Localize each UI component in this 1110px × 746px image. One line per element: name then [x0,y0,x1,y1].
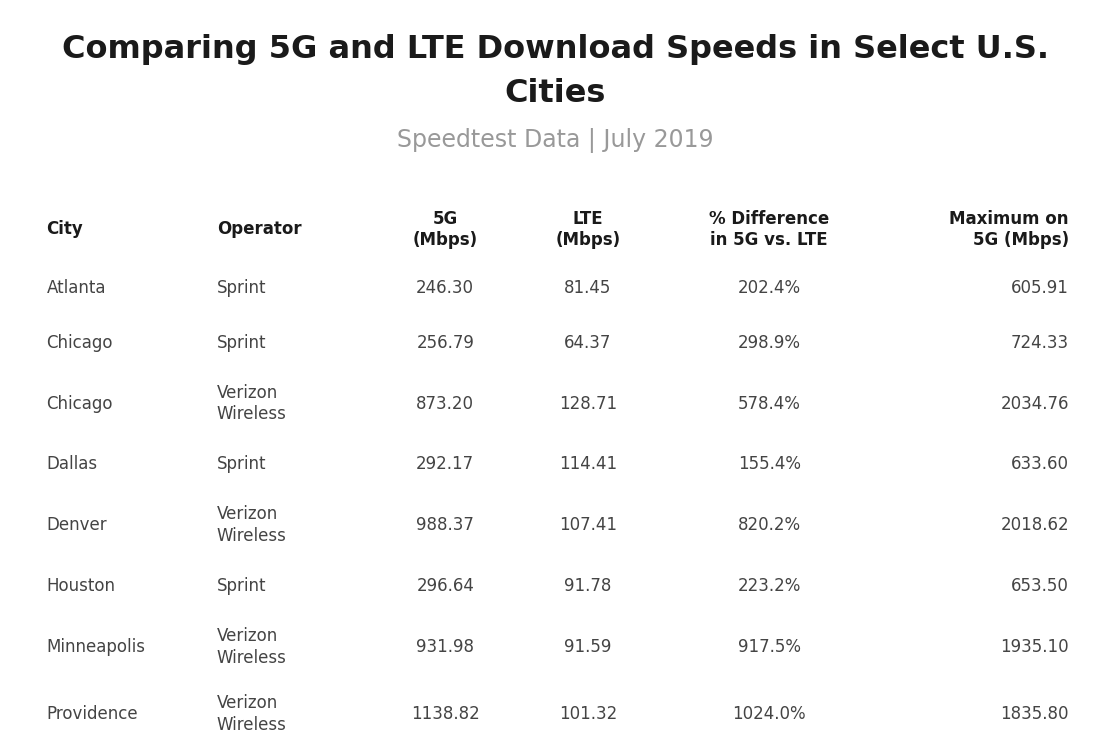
Text: 81.45: 81.45 [564,279,612,298]
Text: Chicago: Chicago [47,333,113,352]
Text: Verizon
Wireless: Verizon Wireless [216,627,286,666]
Text: 256.79: 256.79 [416,333,474,352]
Text: 578.4%: 578.4% [738,395,800,413]
Text: Verizon
Wireless: Verizon Wireless [216,384,286,423]
Text: 114.41: 114.41 [559,455,617,474]
Text: 91.78: 91.78 [564,577,612,595]
Text: Sprint: Sprint [216,455,266,474]
Text: 246.30: 246.30 [416,279,474,298]
Text: Maximum on
5G (Mbps): Maximum on 5G (Mbps) [949,210,1069,249]
Text: 820.2%: 820.2% [738,516,800,534]
Text: Verizon
Wireless: Verizon Wireless [216,695,286,733]
Text: Chicago: Chicago [47,395,113,413]
Text: 633.60: 633.60 [1011,455,1069,474]
Text: Atlanta: Atlanta [47,279,107,298]
Text: 1024.0%: 1024.0% [733,705,806,723]
Text: LTE
(Mbps): LTE (Mbps) [555,210,620,249]
Text: 653.50: 653.50 [1011,577,1069,595]
Text: Sprint: Sprint [216,279,266,298]
Text: Providence: Providence [47,705,139,723]
Text: 107.41: 107.41 [559,516,617,534]
Text: 292.17: 292.17 [416,455,474,474]
Text: Cities: Cities [504,78,606,110]
Text: 1835.80: 1835.80 [1000,705,1069,723]
Text: Operator: Operator [216,220,302,239]
Text: 296.64: 296.64 [416,577,474,595]
Text: 1935.10: 1935.10 [1000,638,1069,656]
Text: 724.33: 724.33 [1011,333,1069,352]
Text: % Difference
in 5G vs. LTE: % Difference in 5G vs. LTE [709,210,829,249]
Text: 2018.62: 2018.62 [1000,516,1069,534]
Text: 155.4%: 155.4% [738,455,800,474]
Text: 1138.82: 1138.82 [411,705,480,723]
Text: Comparing 5G and LTE Download Speeds in Select U.S.: Comparing 5G and LTE Download Speeds in … [61,34,1049,65]
Text: 917.5%: 917.5% [738,638,800,656]
Text: Verizon
Wireless: Verizon Wireless [216,506,286,545]
Text: 298.9%: 298.9% [738,333,800,352]
Text: 5G
(Mbps): 5G (Mbps) [413,210,477,249]
Text: 873.20: 873.20 [416,395,474,413]
Text: Dallas: Dallas [47,455,98,474]
Text: 988.37: 988.37 [416,516,474,534]
Text: Speedtest Data | July 2019: Speedtest Data | July 2019 [396,128,714,154]
Text: Sprint: Sprint [216,333,266,352]
Text: Sprint: Sprint [216,577,266,595]
Text: 91.59: 91.59 [564,638,612,656]
Text: 223.2%: 223.2% [737,577,801,595]
Text: Minneapolis: Minneapolis [47,638,145,656]
Text: City: City [47,220,83,239]
Text: 101.32: 101.32 [558,705,617,723]
Text: 128.71: 128.71 [559,395,617,413]
Text: Denver: Denver [47,516,108,534]
Text: 2034.76: 2034.76 [1000,395,1069,413]
Text: 605.91: 605.91 [1011,279,1069,298]
Text: 202.4%: 202.4% [738,279,800,298]
Text: Houston: Houston [47,577,115,595]
Text: 931.98: 931.98 [416,638,474,656]
Text: 64.37: 64.37 [564,333,612,352]
